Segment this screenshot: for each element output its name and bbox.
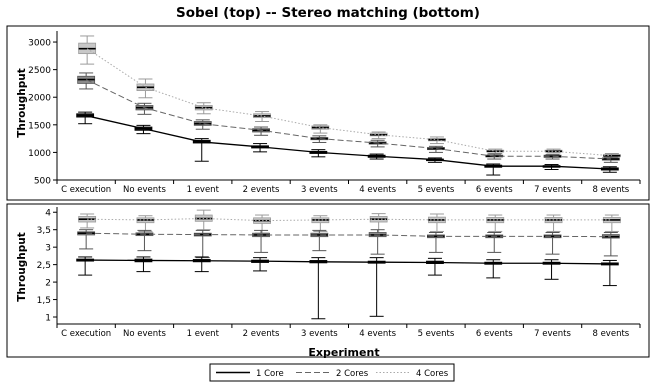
top-x-tick-label: 2 events <box>243 185 280 195</box>
bottom-series-line <box>85 259 610 265</box>
top-series-line <box>85 79 611 160</box>
top-y-tick-label: 1500 <box>28 121 51 131</box>
top-y-tick-label: 2000 <box>28 94 51 104</box>
bottom-x-tick-label: 2 events <box>243 329 280 339</box>
bottom-panel-stereo-matching: Throughput Experiment 1 1,5 2 2,5 3 3,5 4 C exe… <box>6 203 650 359</box>
top-x-tick-label: C execution <box>61 185 111 195</box>
top-y-tick-label: 1000 <box>28 149 51 159</box>
top-x-tick-label: 3 events <box>301 185 338 195</box>
chart-legend: 1 Core 2 Cores 4 Cores <box>209 363 455 382</box>
bottom-x-tick-label: 5 events <box>418 329 455 339</box>
bottom-x-tick-label: 1 event <box>187 329 220 339</box>
top-y-tick-label: 500 <box>34 177 51 187</box>
top-y-tick-label: 2500 <box>28 66 51 76</box>
top-x-tick-label: 7 events <box>534 185 571 195</box>
bottom-panel-y-axis-label: Throughput <box>16 232 28 302</box>
bottom-y-tick-label: 2,5 <box>37 261 51 271</box>
bottom-y-tick-label: 3,5 <box>37 226 51 236</box>
top-x-tick-label: 8 events <box>592 185 629 195</box>
bottom-panel-x-axis-label: Experiment <box>308 346 379 359</box>
bottom-x-tick-label: 3 events <box>301 329 338 339</box>
legend-label: 4 Cores <box>416 369 449 379</box>
bottom-series-line <box>87 218 612 222</box>
top-panel-sobel: Throughput 500 1000 1500 2000 2500 3000 C exec… <box>6 25 650 201</box>
top-series-line <box>86 48 612 157</box>
top-y-tick-label: 3000 <box>28 39 51 49</box>
bottom-y-tick-label: 3 <box>45 244 51 254</box>
bottom-series-line <box>86 232 611 238</box>
bottom-x-tick-label: C execution <box>61 329 111 339</box>
chart-title: Sobel (top) -- Stereo matching (bottom) <box>176 5 480 21</box>
bottom-x-tick-label: 4 events <box>359 329 396 339</box>
bottom-x-tick-label: 7 events <box>534 329 571 339</box>
bottom-x-tick-label: 6 events <box>476 329 513 339</box>
legend-label: 1 Core <box>256 369 284 379</box>
legend-label: 2 Cores <box>336 369 369 379</box>
bottom-y-tick-label: 2 <box>45 279 51 289</box>
top-panel-frame <box>6 25 650 201</box>
top-x-tick-label: 4 events <box>359 185 396 195</box>
top-x-tick-label: 6 events <box>476 185 513 195</box>
bottom-y-tick-label: 1,5 <box>37 296 51 306</box>
legend-frame <box>209 363 455 382</box>
bottom-panel-frame <box>6 203 650 358</box>
top-series-line <box>85 114 610 170</box>
top-panel-y-axis-label: Throughput <box>16 68 28 138</box>
bottom-y-tick-label: 4 <box>45 209 51 219</box>
top-x-tick-label: 5 events <box>418 185 455 195</box>
bottom-y-tick-label: 1 <box>45 314 51 324</box>
bottom-x-tick-label: No events <box>123 329 166 339</box>
top-x-tick-label: No events <box>123 185 166 195</box>
top-x-tick-label: 1 event <box>187 185 220 195</box>
bottom-x-tick-label: 8 events <box>592 329 629 339</box>
